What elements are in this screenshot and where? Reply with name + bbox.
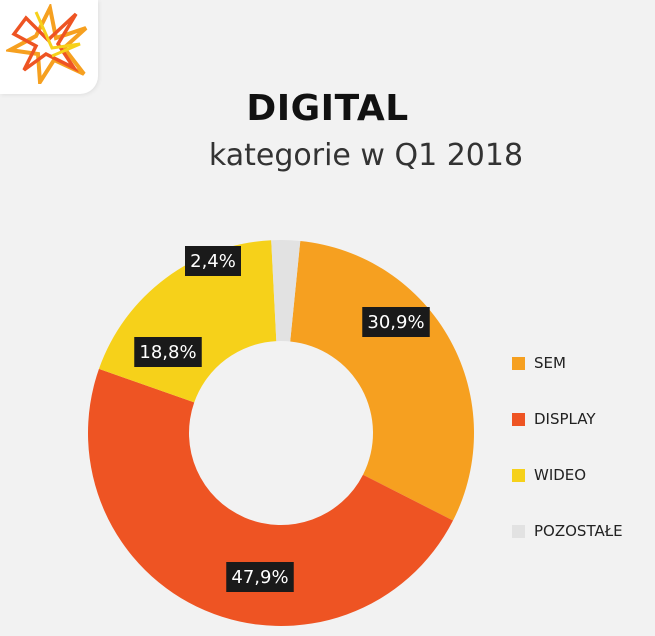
data-label-box [134,337,202,367]
data-label-box [362,307,430,337]
legend-swatch [512,412,525,426]
legend-swatch [512,356,525,370]
legend-swatch [512,468,525,482]
legend-item-display: DISPLAY [512,391,623,447]
data-label-text: 18,8% [139,342,196,363]
slice-display [87,368,454,627]
data-label-wideo: 18,8% [134,337,202,367]
slice-pozostale [271,240,301,342]
data-label-text: 47,9% [231,567,288,588]
logo-card [0,0,98,94]
data-label-pozostale: 2,4% [185,246,241,276]
slice-sem [290,240,475,521]
legend-item-wideo: WIDEO [512,447,623,503]
data-label-display: 47,9% [226,562,294,592]
legend-item-pozostale: POZOSTAŁE [512,503,623,559]
legend-item-sem: SEM [512,335,623,391]
legend-swatch [512,524,525,538]
chart-title: DIGITAL [246,88,409,129]
legend-label: POZOSTAŁE [534,522,623,540]
legend-label: WIDEO [534,466,587,484]
data-label-box [226,562,294,592]
data-label-text: 2,4% [190,251,236,272]
data-label-sem: 30,9% [362,307,430,337]
legend: SEM DISPLAY WIDEO POZOSTAŁE [512,335,623,559]
data-label-box [185,246,241,276]
legend-label: DISPLAY [534,410,596,428]
chart-subtitle: kategorie w Q1 2018 [208,138,524,173]
star-logo-icon [6,4,88,84]
data-label-text: 30,9% [367,312,424,333]
legend-label: SEM [534,354,566,372]
